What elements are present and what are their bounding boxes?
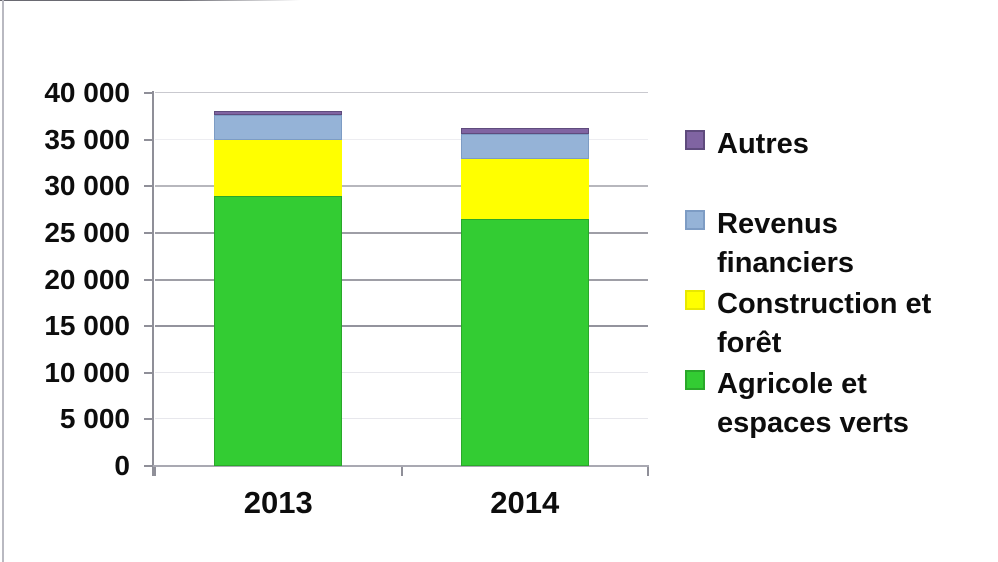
legend-label: Revenus financiers — [717, 208, 854, 279]
y-axis-label-10000: 10 000 — [44, 356, 130, 388]
x-tick-2 — [647, 467, 649, 476]
y-tick-40000 — [144, 92, 153, 94]
gridline-15000 — [155, 325, 648, 328]
y-tick-25000 — [144, 231, 153, 234]
gridline-40000 — [155, 92, 648, 93]
y-tick-5000 — [144, 418, 153, 421]
x-tick-0 — [154, 467, 156, 476]
legend-label: Construction et forêt — [717, 288, 932, 359]
y-tick-15000 — [144, 325, 153, 328]
legend-item-construction-et-for-t: Construction et forêt — [685, 285, 931, 363]
y-axis-label-0: 0 — [114, 450, 130, 481]
legend-item-agricole-et-espaces-verts: Agricole et espaces verts — [685, 365, 909, 443]
y-axis-label-35000: 35 000 — [44, 123, 130, 155]
y-tick-10000 — [144, 371, 153, 374]
bar-2013-segment-agricole-et-espaces-verts — [214, 195, 343, 466]
screenshot-left-edge-line — [2, 0, 4, 562]
y-axis-label-20000: 20 000 — [44, 263, 130, 295]
x-tick-1 — [400, 467, 403, 476]
bar-2014-segment-agricole-et-espaces-verts — [460, 218, 589, 466]
y-axis-label-15000: 15 000 — [44, 310, 130, 342]
y-tick-30000 — [144, 185, 153, 188]
bar-2014-segment-autres — [460, 128, 589, 135]
y-axis-label-30000: 30 000 — [44, 170, 130, 202]
gridline-30000 — [155, 185, 648, 188]
x-axis-line — [152, 465, 649, 467]
x-axis-label-2013: 2013 — [243, 485, 313, 520]
legend-label: Agricole et espaces verts — [717, 368, 909, 439]
legend-swatch-revenus-financiers-icon — [685, 210, 705, 230]
x-axis-label-2014: 2014 — [490, 485, 560, 520]
gridline-20000 — [155, 278, 648, 281]
gridline-10000 — [155, 371, 648, 373]
bar-2013-segment-autres — [214, 110, 343, 116]
bar-2013-segment-construction-et-for-t — [214, 139, 343, 196]
gridline-5000 — [155, 418, 648, 420]
bar-2013-segment-revenus-financiers — [214, 115, 343, 140]
screenshot-top-edge-line — [0, 0, 300, 1]
y-axis-line — [152, 91, 154, 476]
y-tick-20000 — [144, 278, 153, 281]
legend-label: Autres — [717, 128, 809, 160]
y-axis-label-40000: 40 000 — [44, 77, 130, 108]
bar-2014-segment-revenus-financiers — [460, 134, 589, 160]
gridline-25000 — [155, 231, 648, 234]
legend-item-revenus-financiers: Revenus financiers — [685, 205, 854, 283]
bar-2014-segment-construction-et-for-t — [460, 159, 589, 219]
y-tick-0 — [144, 465, 153, 467]
legend-swatch-construction-et-for-t-icon — [685, 290, 705, 310]
legend-swatch-agricole-et-espaces-verts-icon — [685, 370, 705, 390]
y-axis-label-5000: 5 000 — [59, 403, 130, 435]
legend-swatch-autres-icon — [685, 130, 705, 150]
y-tick-35000 — [144, 138, 153, 141]
legend-item-autres: Autres — [685, 125, 809, 164]
gridline-35000 — [155, 138, 648, 140]
y-axis-label-25000: 25 000 — [44, 216, 130, 248]
